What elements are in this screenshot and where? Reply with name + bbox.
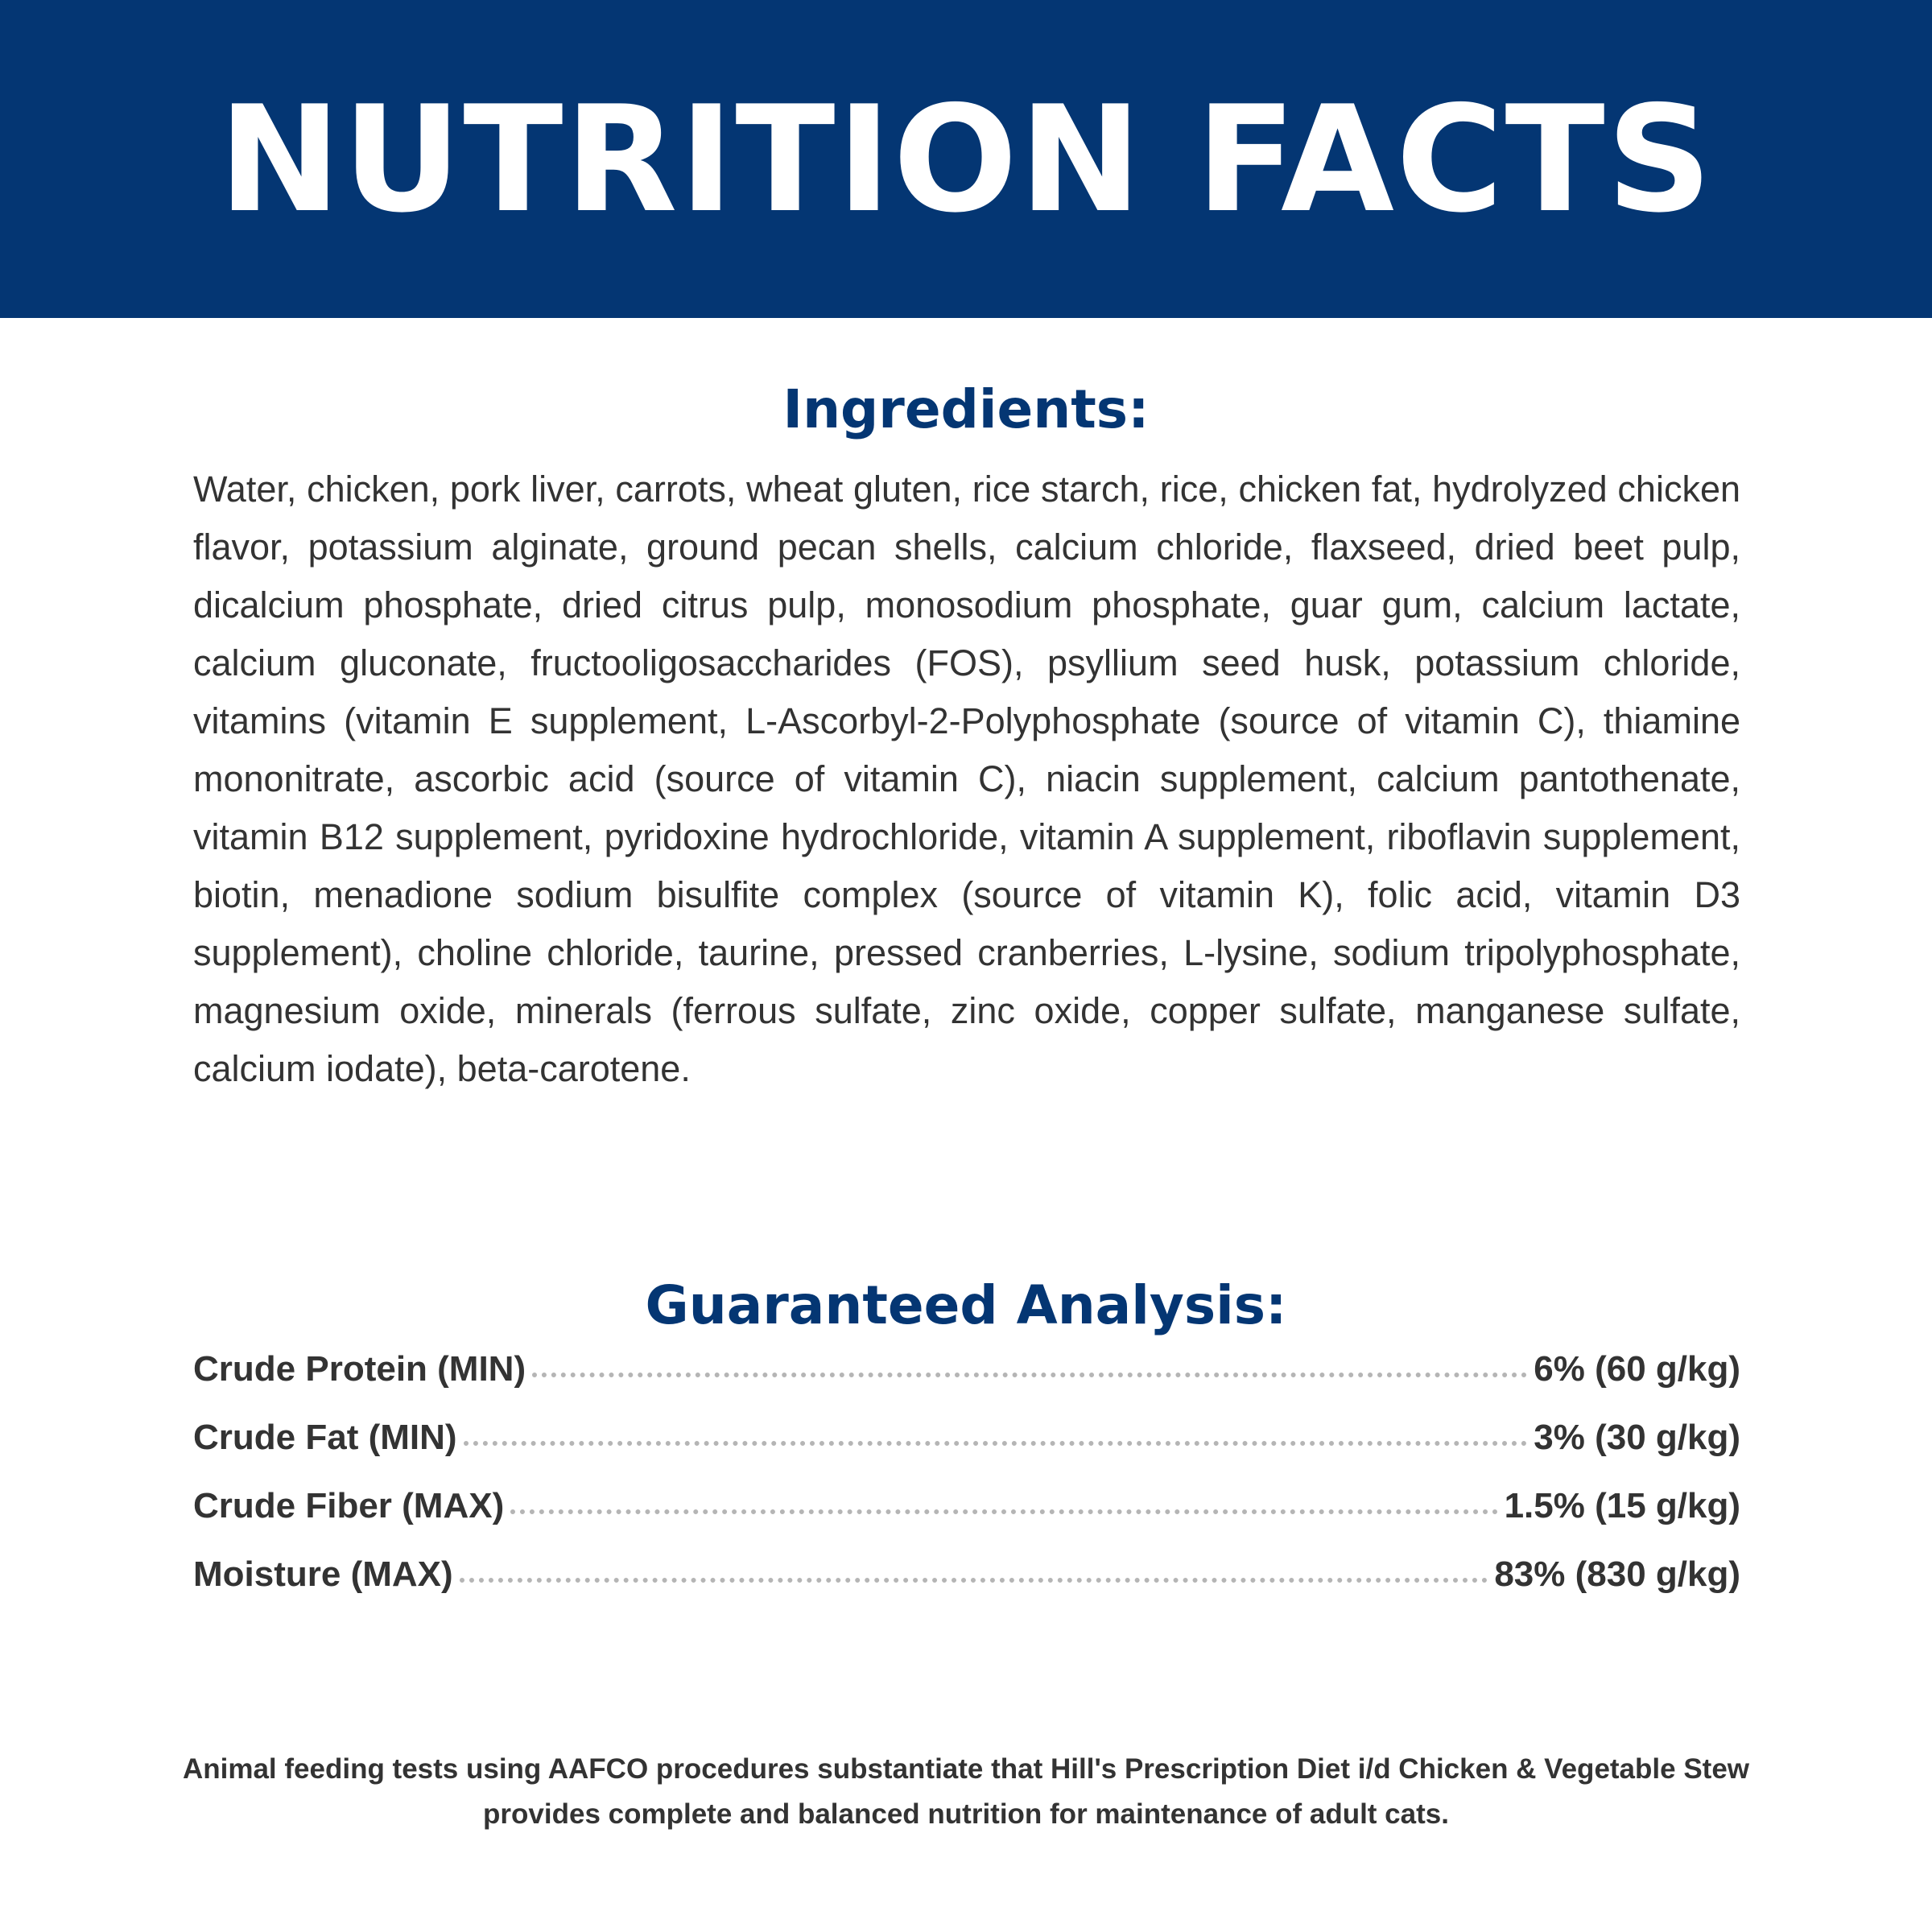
dotted-leader [510,1509,1498,1514]
dotted-leader [463,1441,1528,1446]
analysis-row: Crude Fiber (MAX) 1.5% (15 g/kg) [193,1486,1740,1554]
analysis-value: 6% (60 g/kg) [1534,1349,1740,1389]
ingredients-text: Water, chicken, pork liver, carrots, whe… [193,469,1740,1089]
dotted-leader [459,1578,1488,1583]
analysis-row: Moisture (MAX) 83% (830 g/kg) [193,1554,1740,1623]
analysis-label: Crude Protein (MIN) [193,1349,526,1389]
analysis-row: Crude Fat (MIN) 3% (30 g/kg) [193,1418,1740,1486]
analysis-value: 3% (30 g/kg) [1534,1418,1740,1457]
analysis-row: Crude Protein (MIN) 6% (60 g/kg) [193,1349,1740,1418]
analysis-label: Crude Fat (MIN) [193,1418,457,1457]
ingredients-heading: Ingredients: [782,378,1150,440]
dotted-leader [532,1373,1528,1377]
header-banner: NUTRITION FACTS [0,0,1932,318]
analysis-heading: Guaranteed Analysis: [645,1274,1287,1336]
guaranteed-analysis-table: Crude Protein (MIN) 6% (60 g/kg) Crude F… [193,1349,1740,1623]
analysis-value: 1.5% (15 g/kg) [1504,1486,1740,1525]
analysis-label: Moisture (MAX) [193,1554,453,1594]
page-title: NUTRITION FACTS [218,73,1714,245]
aafco-statement: Animal feeding tests using AAFCO procedu… [182,1753,1750,1830]
analysis-value: 83% (830 g/kg) [1494,1554,1740,1594]
analysis-label: Crude Fiber (MAX) [193,1486,505,1525]
